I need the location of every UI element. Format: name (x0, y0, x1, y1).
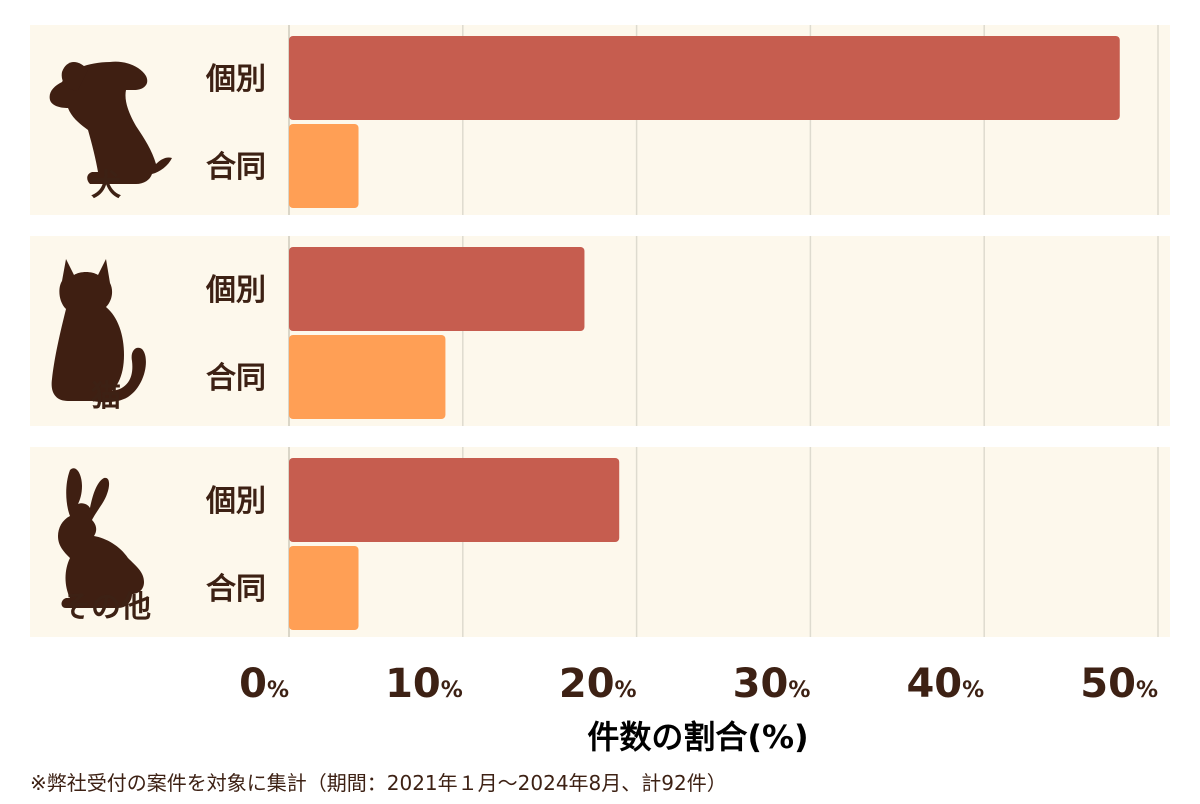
tick-label: 30% (733, 661, 811, 707)
tick-unit: % (267, 678, 289, 703)
bar-individual (289, 247, 585, 331)
bar-individual (289, 458, 620, 542)
tick-value: 20 (559, 661, 615, 707)
tick-value: 10 (385, 661, 441, 707)
tick-label: 0% (239, 661, 289, 707)
tick-label: 20% (559, 661, 637, 707)
tick-value: 0 (239, 661, 267, 707)
bar-joint (289, 335, 446, 419)
tick-unit: % (1136, 678, 1158, 703)
bar-label: 個別 (205, 484, 266, 519)
footnote: ※弊社受付の案件を対象に集計（期間：2021年１月〜2024年8月、計92件） (30, 771, 727, 795)
bar-label: 合同 (206, 361, 266, 396)
tick-unit: % (788, 678, 810, 703)
tick-unit: % (615, 678, 637, 703)
tick-value: 40 (906, 661, 962, 707)
tick-label: 40% (906, 661, 984, 707)
bar-joint (289, 546, 359, 630)
bar-label: 合同 (206, 150, 266, 185)
tick-label: 10% (385, 661, 463, 707)
x-axis-label: 件数の割合(%) (587, 718, 808, 756)
bar-label: 個別 (205, 62, 266, 97)
tick-value: 50 (1080, 661, 1136, 707)
group-label: その他 (61, 590, 151, 625)
group-label: 犬 (91, 168, 121, 203)
tick-value: 30 (733, 661, 789, 707)
tick-unit: % (441, 678, 463, 703)
group-label: 猫 (91, 379, 121, 414)
tick-unit: % (962, 678, 984, 703)
bar-individual (289, 36, 1120, 120)
bar-joint (289, 124, 359, 208)
bar-label: 個別 (205, 273, 266, 308)
tick-label: 50% (1080, 661, 1158, 707)
bar-label: 合同 (206, 572, 266, 607)
group-panel (30, 236, 1170, 426)
